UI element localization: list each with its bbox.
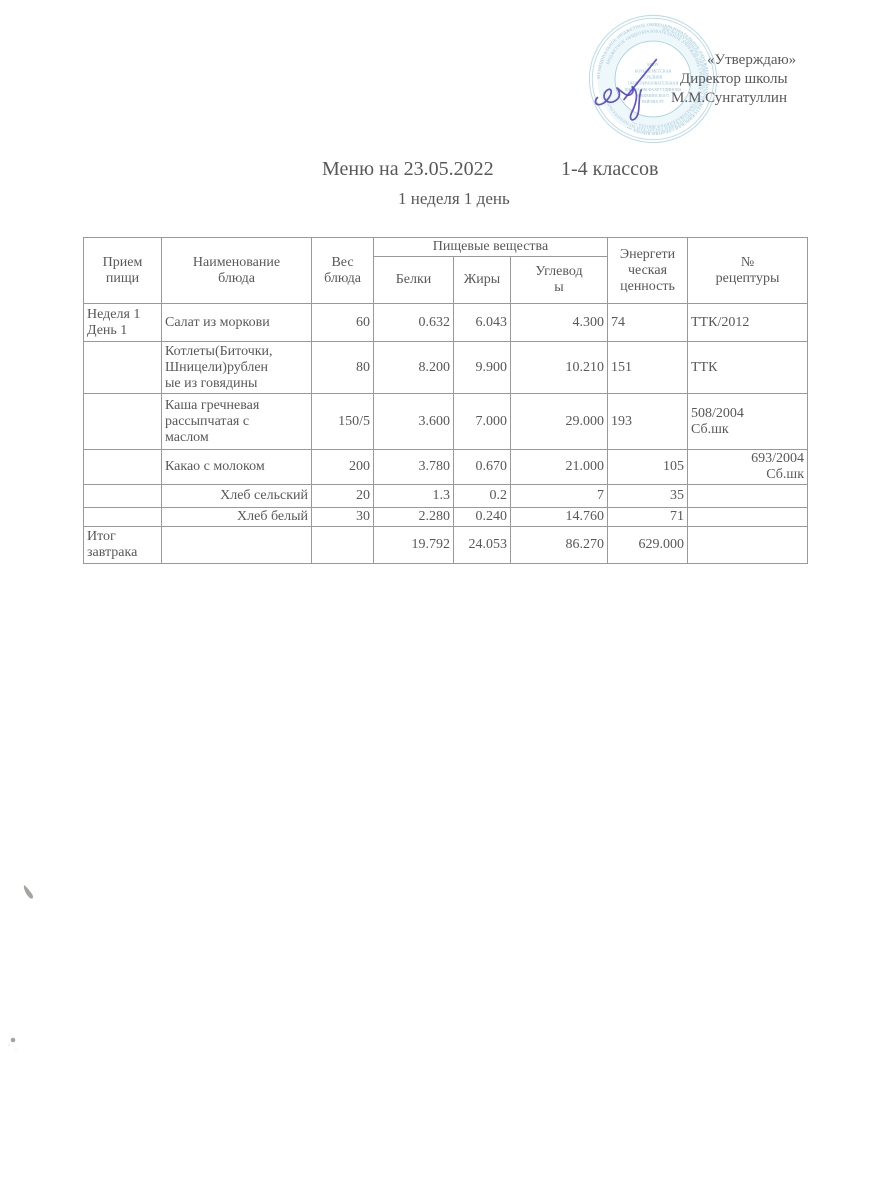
- svg-text:БОЛЬШЕМЕТСКАЯ: БОЛЬШЕМЕТСКАЯ: [635, 68, 672, 73]
- svg-text:ЧИШМИНСКОГО: ЧИШМИНСКОГО: [637, 93, 670, 98]
- svg-text:СРЕДНЯЯ: СРЕДНЯЯ: [644, 75, 663, 80]
- svg-text:РАЙОНА РТ: РАЙОНА РТ: [642, 99, 665, 104]
